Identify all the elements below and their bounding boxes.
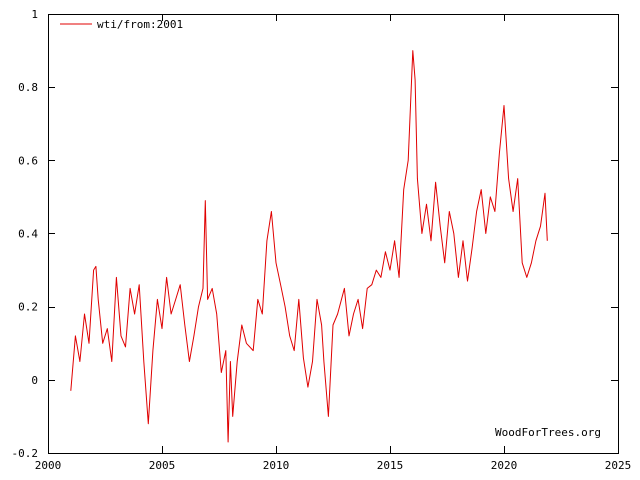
y-tick-label: 0.8: [18, 81, 38, 94]
plot-frame: [48, 14, 619, 454]
y-tick-label: 1: [31, 8, 38, 21]
series-layer: [70, 50, 548, 443]
legend-label: wti/from:2001: [97, 18, 183, 31]
series-line-wti: [70, 50, 548, 443]
x-tick-label: 2015: [377, 459, 404, 472]
x-tick-label: 2010: [263, 459, 290, 472]
y-axis-labels: -0.2 0 0.2 0.4 0.6 0.8 1: [12, 8, 39, 460]
watermark: WoodForTrees.org: [495, 426, 601, 439]
x-tick-label: 2020: [491, 459, 518, 472]
y-tick-label: -0.2: [12, 447, 39, 460]
x-tick-label: 2025: [605, 459, 632, 472]
x-tick-label: 2005: [149, 459, 176, 472]
y-tick-label: 0: [31, 374, 38, 387]
y-tick-label: 0.2: [18, 301, 38, 314]
y-tick-label: 0.6: [18, 154, 38, 167]
axis-ticks: [48, 14, 619, 454]
x-axis-labels: 2000 2005 2010 2015 2020 2025: [35, 459, 632, 472]
legend: wti/from:2001: [60, 18, 183, 31]
x-tick-label: 2000: [35, 459, 62, 472]
y-tick-label: 0.4: [18, 228, 38, 241]
